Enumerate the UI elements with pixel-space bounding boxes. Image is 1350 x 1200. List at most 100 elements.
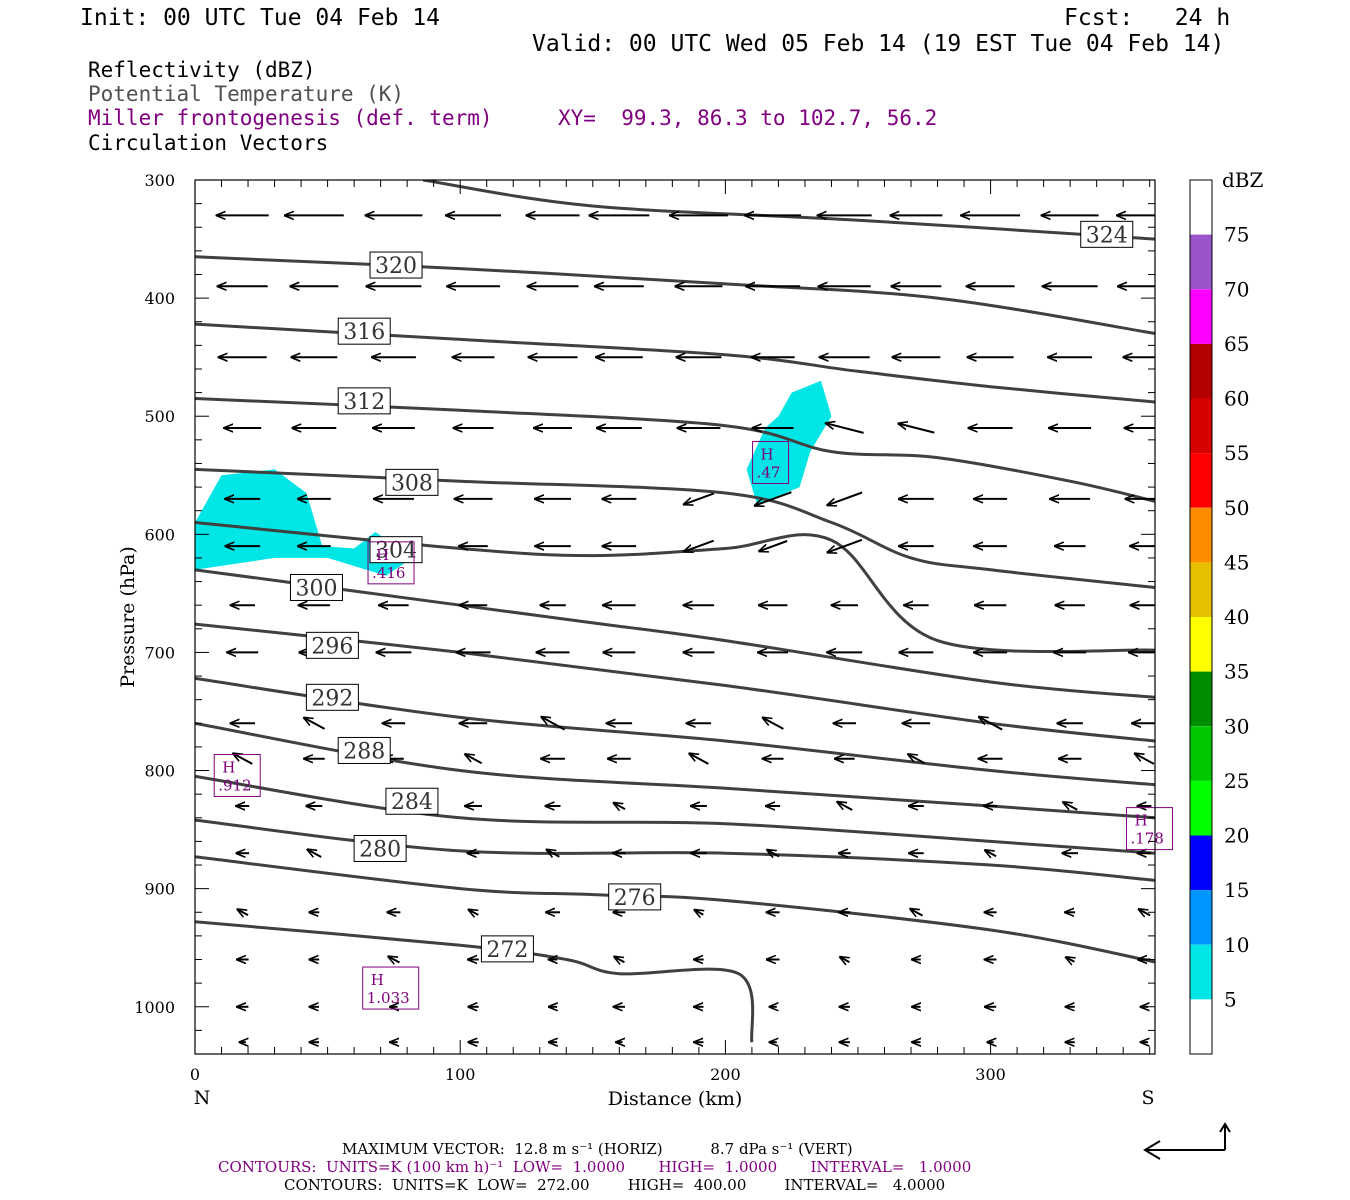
circulation-vector	[547, 850, 560, 857]
colorbar-label: 15	[1224, 878, 1249, 902]
y-tick-label: 500	[144, 407, 175, 426]
circulation-vector	[465, 754, 483, 765]
theta-contour-304	[195, 521, 1155, 654]
circulation-vector	[614, 803, 626, 809]
circulation-vector	[759, 540, 788, 551]
svg-text:.178: .178	[1130, 830, 1163, 848]
colorbar-swatch	[1190, 671, 1212, 727]
circulation-vector	[763, 718, 784, 730]
circulation-vector	[755, 491, 792, 505]
frontogenesis-max: H.47	[752, 440, 790, 484]
x-tick-label: 0	[190, 1065, 200, 1084]
theta-label-292: 292	[305, 683, 359, 711]
circulation-vector	[614, 957, 625, 963]
y-tick-label: 1000	[134, 998, 175, 1017]
south-label: S	[1141, 1087, 1154, 1109]
valid-time: Valid: 00 UTC Wed 05 Feb 14 (19 EST Tue …	[532, 31, 1225, 57]
colorbar-label: 65	[1224, 332, 1249, 356]
svg-text:H: H	[222, 758, 235, 776]
theta-contour-324	[422, 180, 1155, 241]
colorbar-swatch	[1190, 726, 1212, 781]
circulation-vector	[1135, 754, 1155, 765]
theta-contour-276	[195, 855, 1155, 964]
circulation-vector	[684, 539, 715, 552]
reference-vector-icon	[1143, 1122, 1231, 1160]
theta-contour-308	[195, 467, 1155, 589]
colorbar-label: 70	[1224, 277, 1249, 301]
svg-text:292: 292	[311, 686, 353, 711]
frontogenesis-max: H.912	[213, 753, 261, 797]
y-tick-label: 800	[144, 762, 175, 781]
circulation-vector	[826, 423, 864, 434]
circulation-vector	[840, 957, 849, 962]
colorbar-label: 75	[1224, 223, 1249, 247]
colorbar-swatch	[1190, 180, 1212, 235]
north-label: N	[194, 1087, 211, 1109]
theta-label-304: 304	[369, 536, 423, 564]
svg-text:H: H	[1134, 812, 1147, 830]
circulation-vector	[1063, 802, 1078, 811]
y-tick-label: 400	[144, 289, 175, 308]
theta-contour-300	[195, 568, 1155, 699]
y-tick-label: 600	[144, 525, 175, 544]
svg-text:272: 272	[486, 938, 528, 963]
svg-text:324: 324	[1086, 223, 1128, 248]
svg-text:312: 312	[343, 390, 385, 415]
circulation-vector	[689, 754, 709, 765]
svg-text:288: 288	[343, 739, 385, 764]
circulation-vector	[684, 492, 715, 504]
svg-text:.912: .912	[218, 776, 251, 794]
y-axis-title: Pressure (hPa)	[117, 546, 139, 688]
colorbar-swatch	[1190, 999, 1212, 1054]
plot-frame	[194, 179, 1156, 1055]
theta-label-324: 324	[1080, 220, 1134, 248]
y-tick-label: 900	[144, 880, 175, 899]
colorbar-swatch	[1190, 507, 1212, 563]
colorbar-label: 20	[1224, 824, 1249, 848]
theta-contour-284	[195, 774, 1155, 855]
colorbar-label: 30	[1224, 714, 1249, 738]
colorbar-swatch	[1190, 343, 1212, 399]
max-vector-info: MAXIMUM VECTOR: 12.8 m s⁻¹ (HORIZ) 8.7 d…	[342, 1140, 853, 1158]
colorbar-frame	[1189, 179, 1213, 1055]
theta-label-280: 280	[353, 834, 407, 862]
svg-text:308: 308	[391, 471, 433, 496]
svg-text:320: 320	[375, 254, 417, 279]
legend-frontogenesis: Miller frontogenesis (def. term)	[88, 106, 493, 130]
theta-contour-312	[195, 397, 1155, 503]
colorbar-label: 40	[1224, 605, 1249, 629]
theta-label-320: 320	[369, 251, 423, 279]
colorbar-label: 25	[1224, 769, 1249, 793]
colorbar-swatch	[1190, 944, 1212, 1000]
colorbar-label: 50	[1224, 496, 1249, 520]
frontogenesis-max: H.416	[367, 541, 415, 585]
circulation-vector	[767, 850, 780, 857]
cross-section-endpoints: XY= 99.3, 86.3 to 102.7, 56.2	[558, 106, 938, 130]
colorbar-label: 60	[1224, 387, 1249, 411]
theta-label-316: 316	[337, 317, 391, 345]
circulation-vector	[308, 850, 322, 858]
init-time: Init: 00 UTC Tue 04 Feb 14	[80, 5, 441, 31]
y-tick-label: 300	[144, 171, 175, 190]
svg-text:296: 296	[311, 634, 353, 659]
x-axis-title: Distance (km)	[608, 1088, 743, 1110]
svg-text:H: H	[761, 445, 774, 463]
circulation-vector	[1066, 957, 1075, 962]
theta-label-276: 276	[608, 883, 662, 911]
svg-text:1.033: 1.033	[367, 989, 410, 1007]
circulation-vector	[233, 754, 253, 765]
frontogenesis-contour-info: CONTOURS: UNITS=K (100 km h)⁻¹ LOW= 1.00…	[218, 1158, 972, 1176]
circulation-vector	[898, 424, 935, 434]
theta-label-288: 288	[337, 736, 391, 764]
colorbar-swatch	[1190, 780, 1212, 836]
colorbar-swatch	[1190, 234, 1212, 290]
theta-contour-320	[195, 255, 1155, 335]
x-tick-label: 100	[445, 1065, 476, 1084]
legend-circulation-vectors: Circulation Vectors	[88, 131, 329, 155]
colorbar-label: 55	[1224, 441, 1249, 465]
frontogenesis-max: H1.033	[362, 966, 420, 1010]
colorbar-swatch	[1190, 835, 1212, 891]
svg-text:316: 316	[343, 320, 385, 345]
circulation-vector	[837, 802, 853, 811]
